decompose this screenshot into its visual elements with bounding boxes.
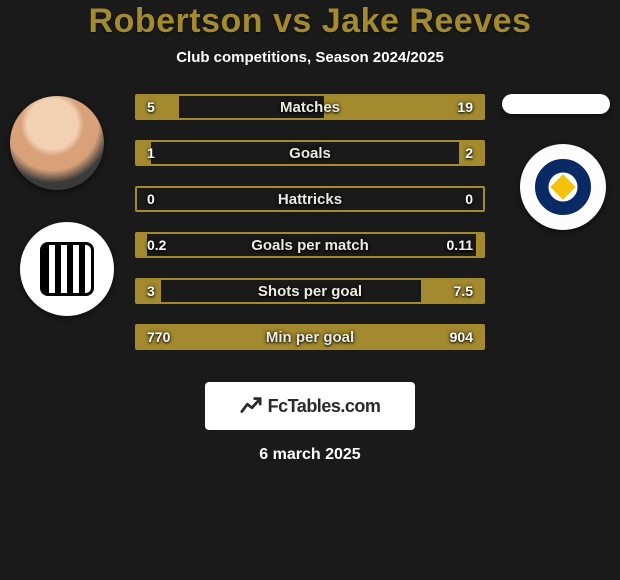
branding-logo-icon [240, 395, 262, 417]
player-right-avatar [502, 94, 610, 114]
date-line: 6 march 2025 [0, 446, 620, 464]
page-title: Robertson vs Jake Reeves [0, 2, 620, 41]
stat-row: 00Hattricks [135, 186, 485, 212]
stat-row: 519Matches [135, 94, 485, 120]
club-right-badge-icon [535, 159, 591, 215]
stat-row: 0.20.11Goals per match [135, 232, 485, 258]
stat-label: Hattricks [137, 188, 483, 210]
stat-label: Min per goal [137, 326, 483, 348]
stat-label: Goals per match [137, 234, 483, 256]
club-left-badge-icon [40, 242, 94, 296]
comparison-infographic: Robertson vs Jake Reeves Club competitio… [0, 0, 620, 580]
club-right-badge [520, 144, 606, 230]
page-subtitle: Club competitions, Season 2024/2025 [0, 49, 620, 66]
stat-label: Shots per goal [137, 280, 483, 302]
branding-text: FcTables.com [268, 396, 381, 417]
stat-rows-container: 519Matches 12Goals 00Hattricks 0.20.11Goals… [135, 94, 485, 370]
stat-row: 770904Min per goal [135, 324, 485, 350]
stat-row: 37.5Shots per goal [135, 278, 485, 304]
stats-area: 519Matches 12Goals 00Hattricks 0.20.11Goals… [0, 94, 620, 374]
branding-badge: FcTables.com [205, 382, 415, 430]
club-left-badge [20, 222, 114, 316]
stat-label: Goals [137, 142, 483, 164]
player-left-avatar [10, 96, 104, 190]
stat-label: Matches [137, 96, 483, 118]
stat-row: 12Goals [135, 140, 485, 166]
